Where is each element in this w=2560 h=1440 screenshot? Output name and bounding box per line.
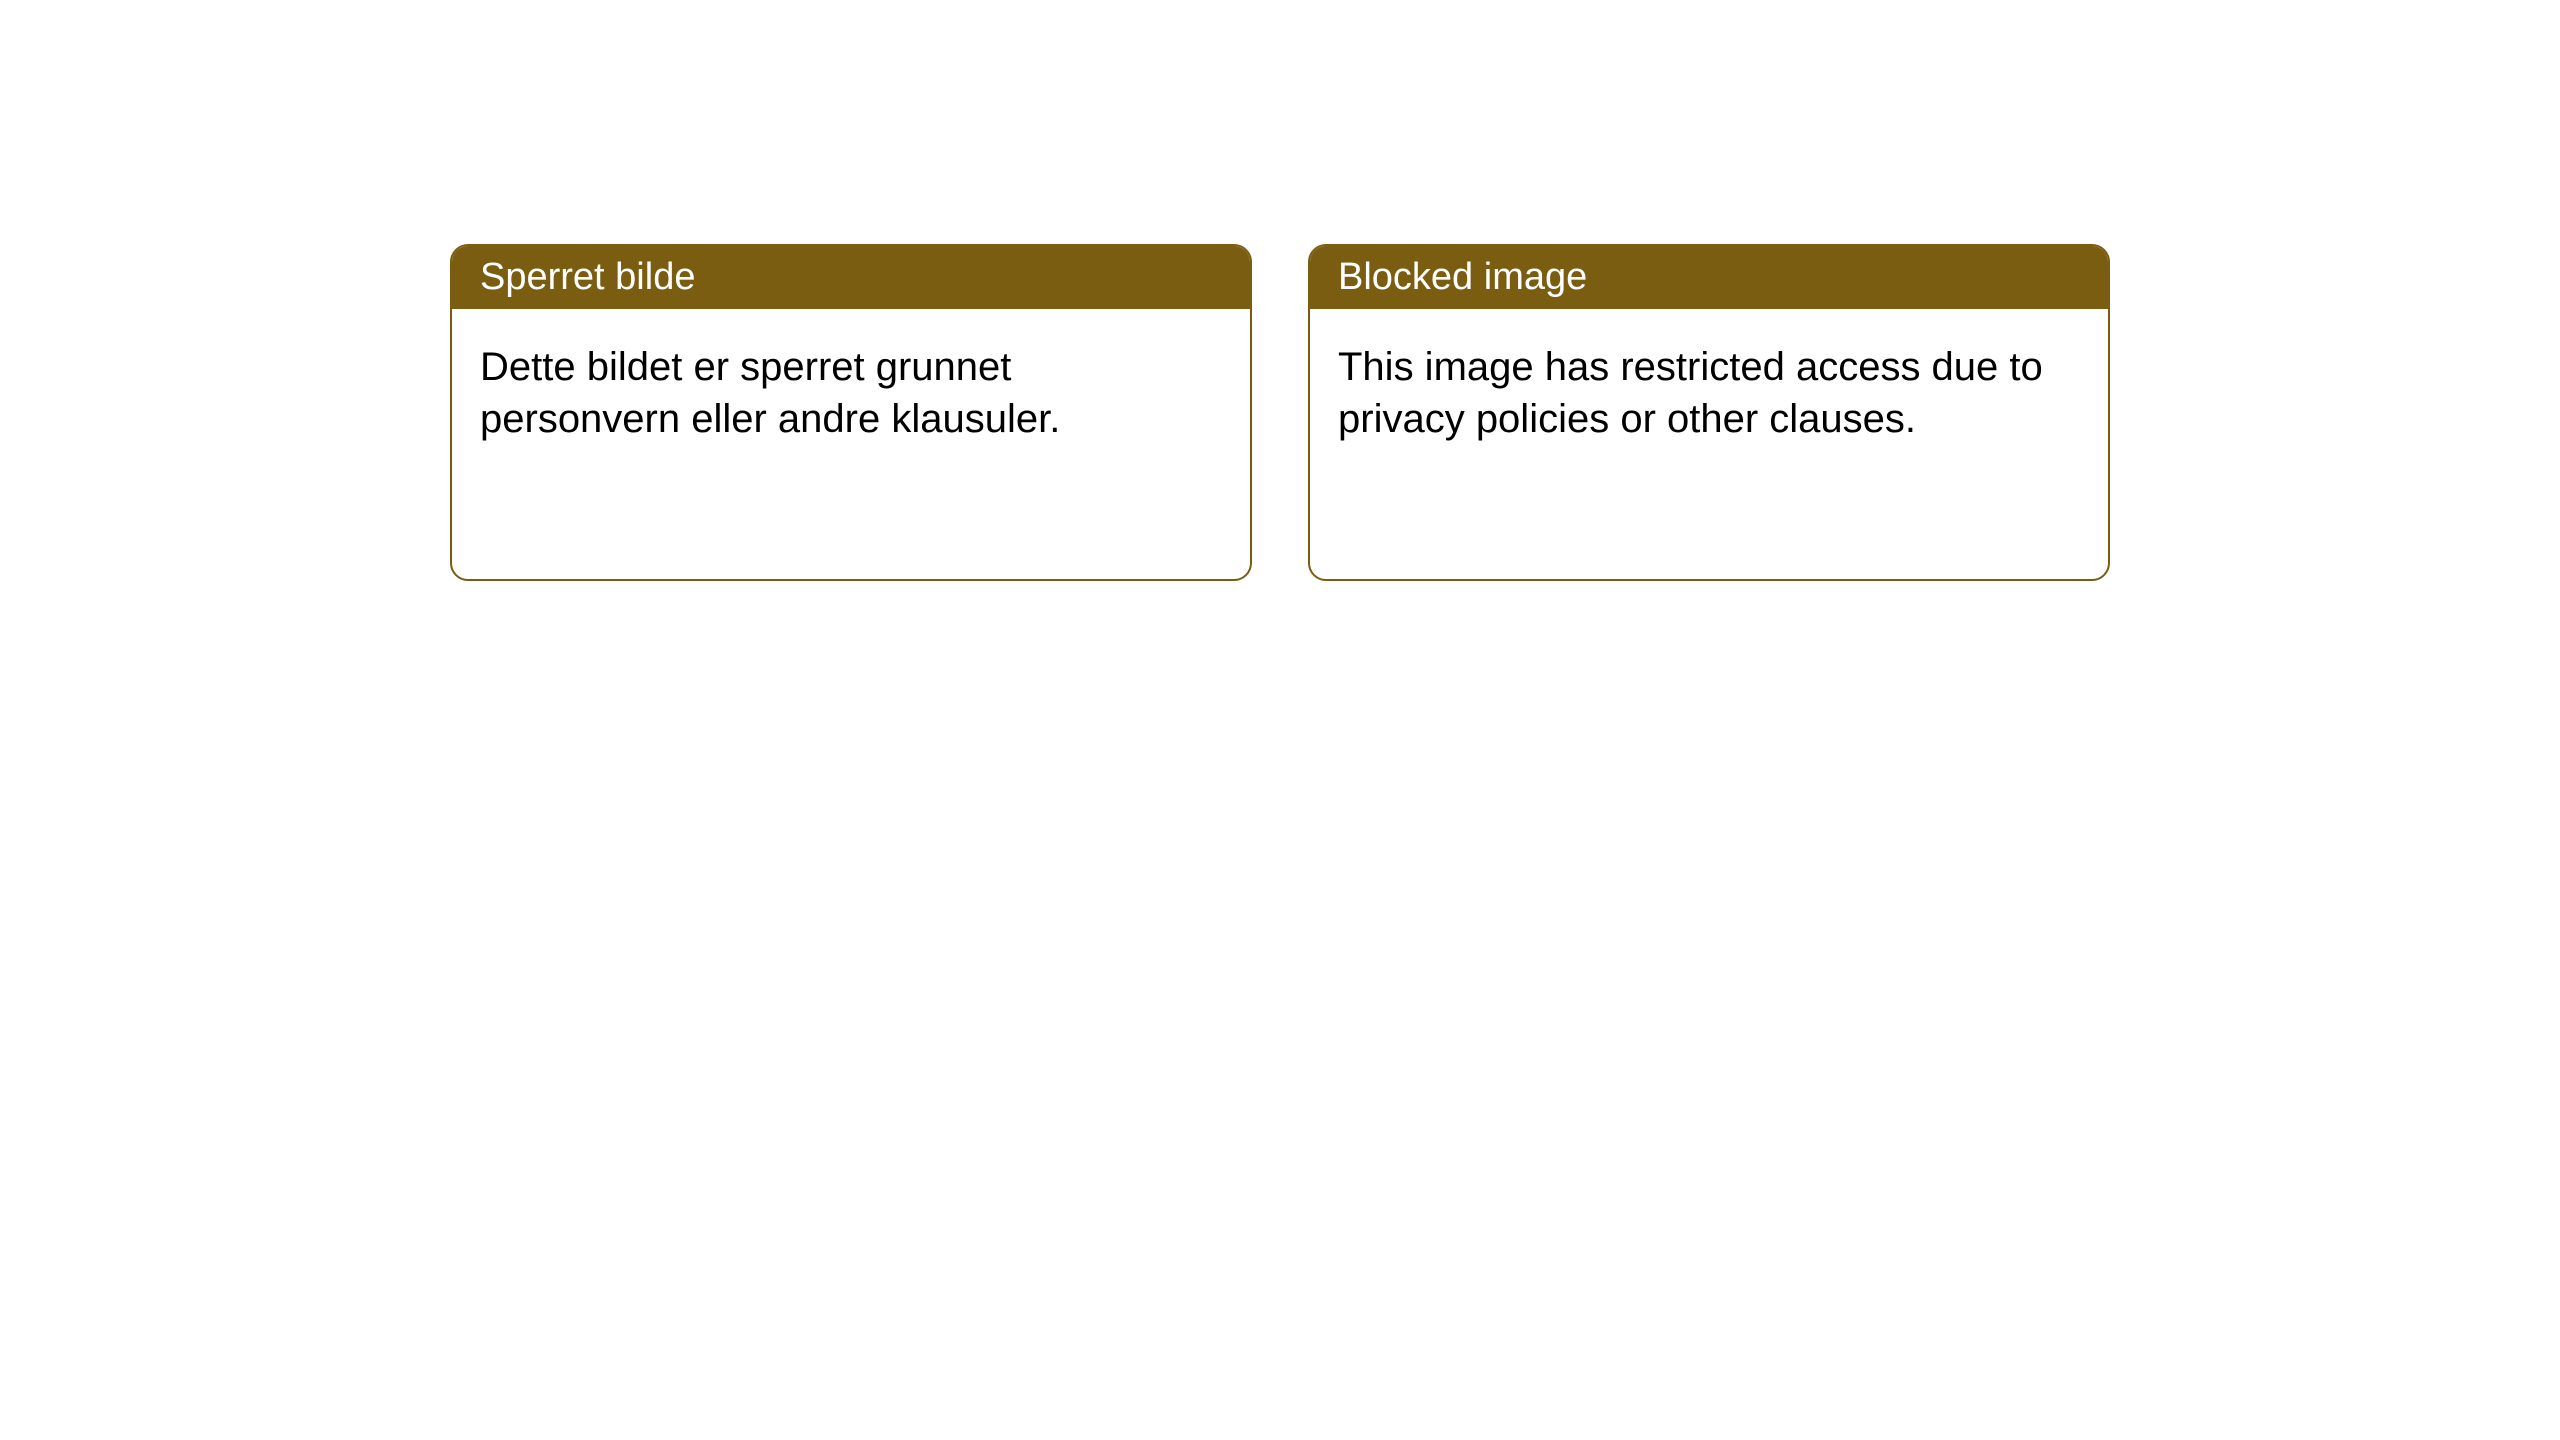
- notice-container: Sperret bilde Dette bildet er sperret gr…: [0, 0, 2560, 581]
- notice-header: Sperret bilde: [452, 246, 1250, 309]
- notice-title: Sperret bilde: [480, 256, 695, 298]
- notice-title: Blocked image: [1338, 256, 1587, 298]
- notice-box-english: Blocked image This image has restricted …: [1308, 244, 2110, 581]
- notice-box-norwegian: Sperret bilde Dette bildet er sperret gr…: [450, 244, 1252, 581]
- notice-header: Blocked image: [1310, 246, 2108, 309]
- notice-body-text: This image has restricted access due to …: [1338, 345, 2043, 441]
- notice-body-text: Dette bildet er sperret grunnet personve…: [480, 345, 1060, 441]
- notice-body: Dette bildet er sperret grunnet personve…: [452, 309, 1250, 579]
- notice-body: This image has restricted access due to …: [1310, 309, 2108, 579]
